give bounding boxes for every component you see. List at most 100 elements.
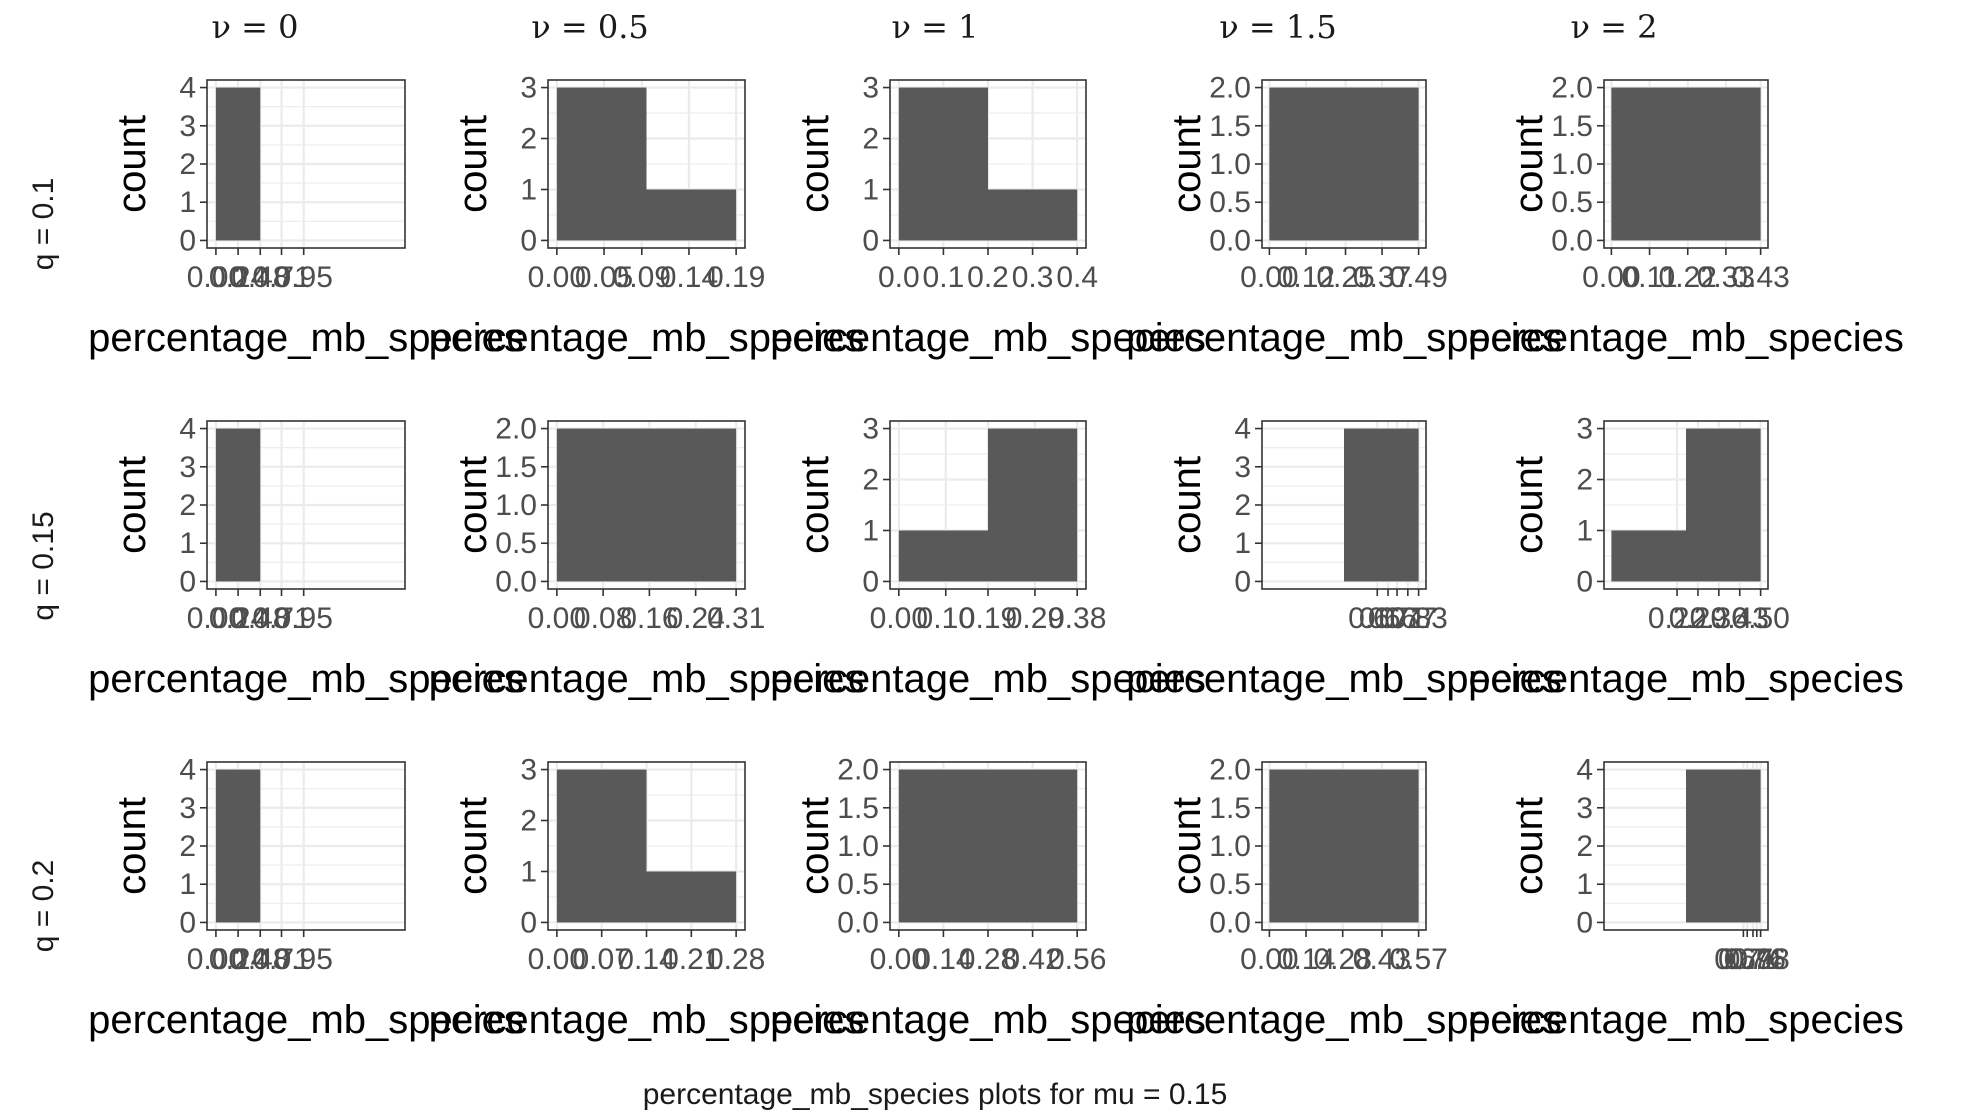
y-axis-title: count [110, 115, 154, 213]
x-tick-label: 0.00 [528, 602, 586, 635]
y-tick-label: 1.0 [1551, 148, 1593, 181]
x-tick-label: 0.57 [1389, 943, 1447, 976]
y-tick-label: 0 [520, 906, 537, 939]
y-tick-label: 0.0 [1209, 906, 1251, 939]
y-tick-label: 4 [1576, 754, 1593, 787]
x-axis-title: percentage_mb_species [429, 998, 865, 1042]
x-axis-title: percentage_mb_species [1468, 998, 1904, 1042]
x-tick-label: 0.78 [1731, 943, 1789, 976]
x-tick-label: 0.43 [1353, 943, 1411, 976]
y-tick-label: 2.0 [1209, 72, 1251, 105]
y-tick-label: 2.0 [1551, 72, 1593, 105]
y-tick-label: 1 [520, 173, 537, 206]
x-axis-title: percentage_mb_species [1468, 657, 1904, 701]
x-tick-label: 0.37 [1353, 261, 1411, 294]
x-tick-label: 0.33 [1697, 261, 1755, 294]
y-tick-label: 3 [1576, 413, 1593, 446]
x-tick-label: 0.56 [1048, 943, 1106, 976]
figure-caption: percentage_mb_species plots for mu = 0.1… [643, 1078, 1228, 1111]
histogram-bar [1269, 769, 1419, 923]
x-tick-label: 0.00 [528, 943, 586, 976]
y-tick-label: 2 [179, 489, 196, 522]
y-tick-label: 2 [1234, 489, 1251, 522]
y-tick-label: 2 [862, 464, 879, 497]
y-tick-label: 3 [520, 754, 537, 787]
y-tick-label: 1.0 [495, 489, 537, 522]
histogram-panel: 0.0 0.5 1.0 1.5 2.0 0.000.080.160.240.31 count… [429, 413, 865, 701]
y-tick-label: 2 [520, 123, 537, 156]
histogram-panel: 0 1 2 3 4 0.000.240.480.710.95 count percentage… [88, 754, 524, 1042]
x-tick-label: 0.07 [572, 943, 630, 976]
y-tick-label: 0 [179, 565, 196, 598]
y-tick-label: 0.0 [1209, 224, 1251, 257]
y-axis-title: count [793, 115, 837, 213]
x-tick-label: 0.95 [274, 602, 332, 635]
y-tick-label: 2.0 [837, 754, 879, 787]
histogram-bar [898, 769, 1078, 923]
x-tick-label: 0.19 [707, 261, 765, 294]
y-axis-title: count [110, 797, 154, 895]
x-tick-label: 0.29 [1669, 602, 1727, 635]
y-tick-label: 0 [862, 565, 879, 598]
y-tick-label: 0.5 [1209, 868, 1251, 901]
y-tick-label: 1 [862, 173, 879, 206]
x-tick-label: 0.14 [914, 943, 972, 976]
x-axis-title: percentage_mb_species [1468, 316, 1904, 360]
y-tick-label: 0.0 [1551, 224, 1593, 257]
row-labels: q = 0.1 q = 0.15 q = 0.2 [27, 178, 60, 953]
y-tick-label: 1.5 [1209, 792, 1251, 825]
histogram-panel: 0 1 2 3 4 0.600.660.710.770.83 count percentage… [1126, 413, 1562, 701]
x-tick-label: 0.12 [1277, 261, 1335, 294]
x-tick-label: 0.2 [967, 261, 1009, 294]
x-tick-label: 0.48 [231, 261, 289, 294]
x-tick-label: 0.66 [1359, 602, 1417, 635]
x-tick-label: 0.43 [1711, 602, 1769, 635]
x-tick-label: 0.14 [1277, 943, 1335, 976]
y-tick-label: 1.5 [1551, 110, 1593, 143]
y-tick-label: 0 [1576, 565, 1593, 598]
x-tick-label: 0.71 [252, 261, 310, 294]
x-tick-label: 0.28 [1313, 943, 1371, 976]
x-tick-label: 0.1 [923, 261, 965, 294]
y-tick-label: 2 [862, 123, 879, 156]
panel-border [547, 79, 746, 249]
y-tick-label: 3 [520, 72, 537, 105]
y-tick-label: 3 [179, 451, 196, 484]
x-tick-label: 0.16 [620, 602, 678, 635]
x-tick-label: 0.83 [1389, 602, 1447, 635]
x-tick-label: 0.24 [209, 943, 267, 976]
histogram-bar [988, 428, 1078, 582]
histogram-panel: 0.0 0.5 1.0 1.5 2.0 0.000.140.280.420.56 count… [770, 754, 1206, 1042]
y-tick-label: 1 [862, 514, 879, 547]
histogram-panel: 0 1 2 3 0.000.050.090.140.19 count percentage_… [429, 72, 865, 360]
x-tick-label: 0.24 [209, 261, 267, 294]
x-axis-title: percentage_mb_species [1126, 657, 1562, 701]
histogram-bar [1611, 530, 1686, 582]
x-tick-label: 0.3 [1012, 261, 1054, 294]
y-tick-label: 1 [179, 868, 196, 901]
histogram-panel: 0 1 2 3 0.0 0.1 0.2 0.3 0.4 count percentage_mb_sp… [770, 72, 1206, 360]
x-tick-label: 0.50 [1731, 602, 1789, 635]
histogram-bar [215, 87, 261, 241]
x-tick-label: 0.49 [1389, 261, 1447, 294]
x-tick-label: 0.10 [917, 602, 975, 635]
row-label: q = 0.2 [27, 860, 60, 953]
histogram-bar [898, 87, 988, 241]
x-axis-title: percentage_mb_species [429, 316, 865, 360]
x-tick-label: 0.24 [666, 602, 724, 635]
y-tick-label: 2 [1576, 464, 1593, 497]
column-title: ν = 1 [892, 8, 979, 46]
x-axis-title: percentage_mb_species [88, 998, 524, 1042]
x-tick-label: 0.09 [613, 261, 671, 294]
y-axis-title: count [1165, 797, 1209, 895]
y-tick-label: 0 [1576, 906, 1593, 939]
y-tick-label: 2.0 [1209, 754, 1251, 787]
y-axis-title: count [110, 456, 154, 554]
y-tick-label: 2 [179, 830, 196, 863]
column-title: ν = 0.5 [531, 8, 649, 46]
row-label: q = 0.1 [27, 178, 60, 271]
x-axis-title: percentage_mb_species [1126, 316, 1562, 360]
column-titles: ν = 0 ν = 0.5 ν = 1 ν = 1.5 ν = 2 [212, 8, 1658, 46]
histogram-bar [646, 189, 737, 241]
